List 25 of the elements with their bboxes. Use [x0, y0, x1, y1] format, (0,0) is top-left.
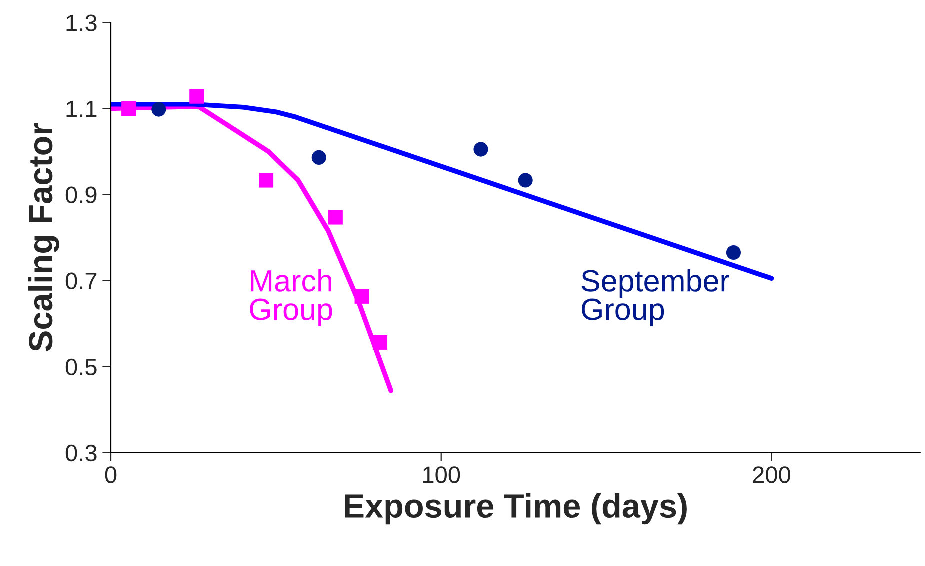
- y-axis-title: Scaling Factor: [28, 123, 60, 352]
- y-tick-label: 0.9: [66, 186, 97, 204]
- series-label: March Group: [250, 269, 332, 326]
- point: [312, 150, 326, 165]
- point: [518, 173, 533, 188]
- point: [474, 142, 488, 157]
- point: [122, 101, 136, 116]
- point: [190, 89, 204, 104]
- x-axis-title: Exposure Time (days): [345, 494, 687, 525]
- y-tick-label: 1.3: [66, 14, 97, 32]
- x-tick-label: 100: [423, 466, 460, 484]
- series-label: September Group: [582, 269, 730, 326]
- y-tick-label: 0.7: [66, 272, 97, 290]
- x-tick-label: 0: [105, 466, 117, 484]
- point: [328, 210, 343, 225]
- point: [152, 102, 166, 117]
- point: [726, 245, 742, 260]
- point: [258, 173, 274, 188]
- y-tick-label: 0.3: [66, 444, 97, 462]
- y-tick-label: 0.5: [66, 358, 97, 376]
- y-tick-label: 1.1: [66, 100, 97, 118]
- line-series: [111, 104, 394, 394]
- point: [372, 335, 388, 350]
- x-tick-label: 200: [753, 466, 790, 484]
- point: [354, 289, 370, 304]
